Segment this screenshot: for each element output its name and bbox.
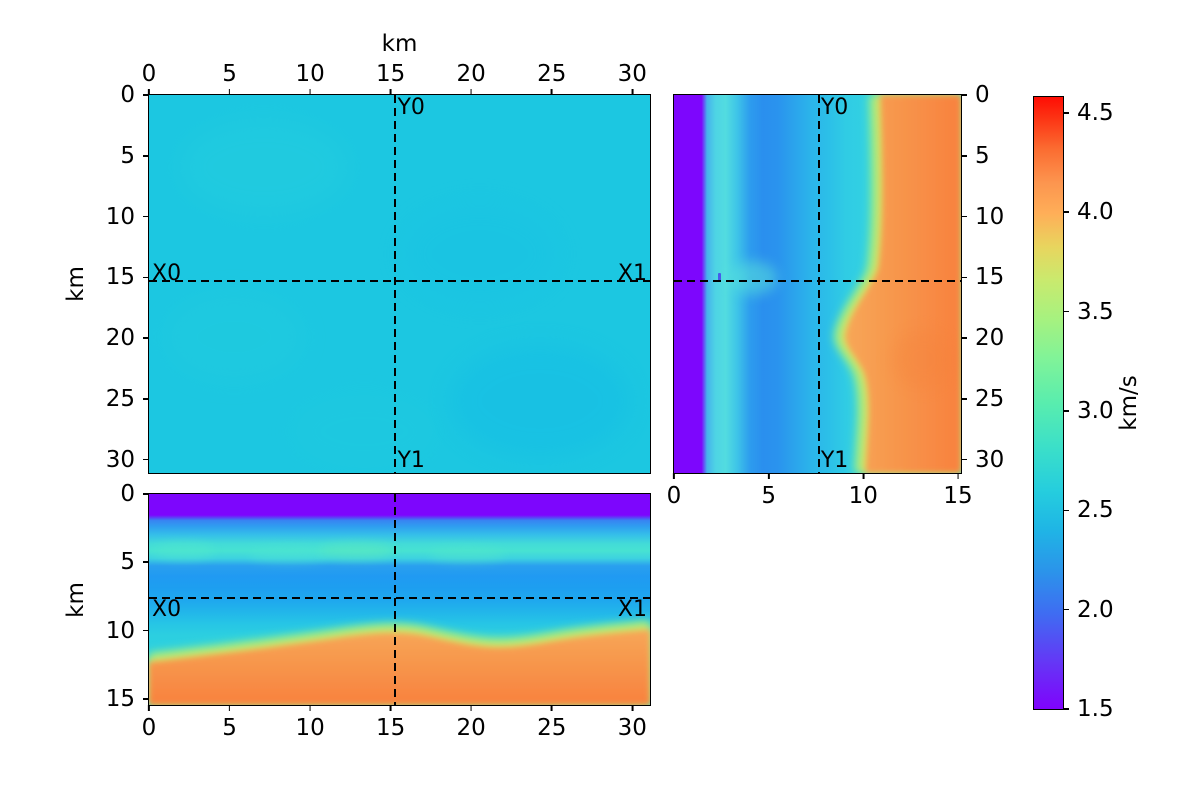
- colorbar: 1.5 2.0 2.5 3.0 3.5 4.0 4.5 km/s: [1033, 96, 1142, 722]
- tick-label: 30: [618, 705, 647, 743]
- tick-label: 15: [961, 264, 1111, 290]
- colorbar-gradient: [1034, 97, 1063, 709]
- heatmap-texture-blob: [154, 542, 215, 560]
- heatmap-texture-blob: [289, 389, 440, 473]
- crosshair-vline-x: [394, 494, 397, 705]
- crosshair-label-x1: X1: [617, 260, 647, 286]
- heatmap-texture-blob: [319, 542, 395, 560]
- heatmap-texture-blob: [892, 329, 956, 390]
- crosshair-label-x0: X0: [152, 260, 182, 286]
- depth-y-y-axis-ticks: 0 5 10 15 20 25 30: [961, 82, 1111, 473]
- tick-label: 0: [0, 481, 149, 507]
- tick-label: 2.0: [1063, 597, 1200, 623]
- plan-view-y-axis-label: km: [63, 266, 89, 302]
- tick-label: 15: [0, 686, 149, 712]
- tick-label: 10: [0, 204, 149, 230]
- x-depth-basement-layer: [149, 619, 650, 705]
- crosshair-vline-depth: Y0 Y1: [817, 95, 848, 473]
- heatmap-texture-blob: [164, 291, 305, 383]
- depth-y-heatmap: [674, 95, 961, 473]
- tick-label: 20: [457, 61, 486, 95]
- tick-label: 15: [943, 473, 972, 511]
- x-depth-y-axis-ticks: 0 5 10 15: [0, 481, 149, 712]
- tick-label: 5: [0, 549, 149, 575]
- tick-label: 20: [0, 325, 149, 351]
- tick-label: 25: [961, 386, 1111, 412]
- tick-label: 0: [961, 82, 1111, 108]
- depth-y-x-axis-ticks: 0 5 10 15: [667, 473, 973, 511]
- heatmap-texture-blob: [429, 546, 505, 562]
- tick-label: 20: [457, 705, 486, 743]
- crosshair-label-x0: X0: [152, 597, 182, 623]
- tick-label: 4.0: [1063, 199, 1200, 225]
- tick-label: 10: [0, 618, 149, 644]
- tick-label: 0: [142, 705, 157, 743]
- plan-view-x-axis-label: km: [381, 31, 418, 57]
- tick-label: 3.5: [1063, 299, 1200, 325]
- data-artifact-mark: [718, 272, 722, 282]
- tick-label: 5: [761, 473, 776, 511]
- crosshair-label-y0: Y0: [820, 95, 849, 120]
- crosshair-hline-y: [674, 279, 961, 282]
- tick-label: 5: [222, 705, 237, 743]
- tick-label: 30: [961, 447, 1111, 473]
- colorbar-unit-label: km/s: [1116, 375, 1142, 431]
- tick-label: 10: [295, 61, 324, 95]
- panel-x-depth-section: 0 5 10 15 20 25 30 0 5 10 15 km X0 X1: [63, 481, 651, 741]
- x-depth-y-axis-label: km: [63, 581, 89, 618]
- tick-label: 25: [537, 61, 566, 95]
- tick-label: 0: [667, 473, 682, 511]
- plan-view-heatmap: [149, 95, 650, 473]
- x-depth-heatmap: [149, 494, 650, 705]
- tick-label: 30: [0, 447, 149, 473]
- tick-label: 30: [618, 61, 647, 95]
- tick-label: 15: [376, 705, 405, 743]
- tick-label: 0: [142, 61, 157, 95]
- tick-label: 25: [0, 386, 149, 412]
- tick-label: 10: [295, 705, 324, 743]
- tick-label: 3.0: [1063, 398, 1200, 424]
- tick-label: 10: [961, 204, 1111, 230]
- heatmap-texture-blob: [728, 261, 778, 296]
- crosshair-label-y0: Y0: [397, 95, 425, 120]
- crosshair-label-y1: Y1: [397, 448, 425, 473]
- colorbar-ticks: 1.5 2.0 2.5 3.0 3.5 4.0 4.5: [1063, 97, 1200, 722]
- tick-label: 10: [849, 473, 878, 511]
- tick-label: 0: [0, 82, 149, 108]
- tick-label: 15: [0, 264, 149, 290]
- panel-depth-y-section: 0 5 10 15 0 5 10 15 20 25 30 Y0 Y1: [667, 82, 1005, 509]
- tick-label: 2.5: [1063, 497, 1200, 523]
- depth-y-basement-layer: [833, 95, 961, 473]
- tick-label: 20: [961, 325, 1111, 351]
- tick-label: 5: [0, 143, 149, 169]
- heatmap-texture-blob: [399, 200, 560, 307]
- crosshair-hline-depth: X0 X1: [149, 597, 650, 621]
- crosshair-vline-x: Y0 Y1: [394, 95, 425, 473]
- tick-label: 5: [222, 61, 237, 95]
- crosshair-label-x1: X1: [617, 597, 647, 623]
- heatmap-texture-blob: [179, 117, 350, 216]
- tick-label: 15: [376, 61, 405, 95]
- heatmap-texture-blob: [449, 344, 630, 458]
- panel-plan-view: 0 5 10 15 20 25 30 0 5 10 15 20 25 30 km km Y0 Y1 X0…: [63, 31, 651, 474]
- plan-view-y-axis-ticks: 0 5 10 15 20 25 30: [0, 82, 149, 473]
- tick-label: 5: [961, 143, 1111, 169]
- plan-view-x-axis-ticks: 0 5 10 15 20 25 30: [142, 61, 650, 95]
- crosshair-label-y1: Y1: [820, 448, 849, 473]
- tick-label: 25: [537, 705, 566, 743]
- tick-label: 4.5: [1063, 100, 1200, 126]
- x-depth-x-axis-ticks: 0 5 10 15 20 25 30: [142, 705, 650, 743]
- crosshair-hline-y: X0 X1: [149, 262, 650, 284]
- tick-label: 1.5: [1063, 696, 1200, 722]
- heatmap-texture-blob: [249, 546, 330, 562]
